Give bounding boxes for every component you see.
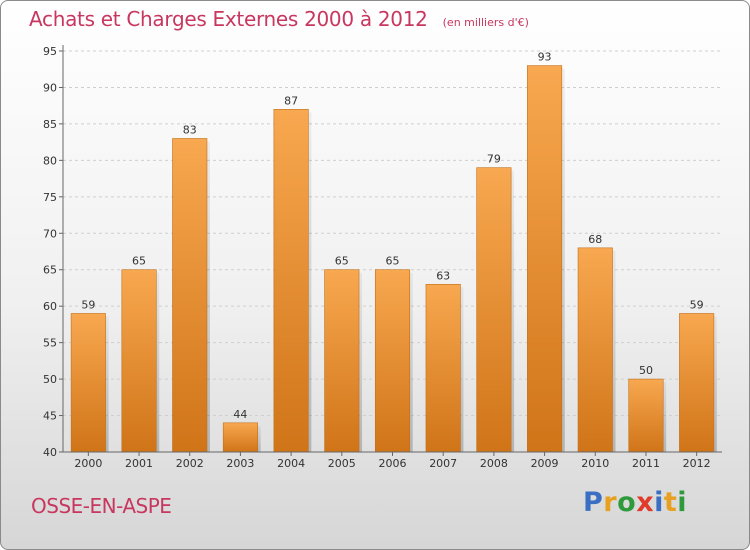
x-tick-label: 2002: [176, 457, 204, 470]
y-tick-label: 60: [43, 300, 57, 313]
x-tick-label: 2011: [632, 457, 660, 470]
x-tick-label: 2000: [74, 457, 102, 470]
brand-letter: P: [583, 487, 604, 518]
y-tick-label: 40: [43, 446, 57, 459]
title-row: Achats et Charges Externes 2000 à 2012 (…: [29, 7, 529, 31]
chart-title: Achats et Charges Externes 2000 à 2012: [29, 7, 428, 31]
bar-2009: [527, 65, 563, 453]
y-tick-label: 65: [43, 264, 57, 277]
x-tick-label: 2009: [531, 457, 559, 470]
brand-logo: Proxiti: [583, 487, 687, 518]
y-tick-label: 95: [43, 45, 57, 58]
commune-name: OSSE-EN-ASPE: [31, 494, 172, 518]
bar-value-label: 44: [233, 408, 247, 421]
bar-value-label: 59: [81, 298, 95, 311]
y-tick-label: 80: [43, 154, 57, 167]
bar-2003: [222, 422, 258, 453]
axis-layer: 40 45 50 55 60 65 70 75 80 85 90 95 2000 2001 2002 2003…: [43, 45, 722, 470]
bar-2011: [628, 378, 664, 453]
bar-value-label: 79: [487, 153, 501, 166]
bar-value-label: 65: [132, 255, 146, 268]
chart-subtitle: (en milliers d'€): [442, 16, 529, 29]
x-tick-label: 2003: [226, 457, 254, 470]
x-tick-label: 2005: [328, 457, 356, 470]
bar-value-label: 65: [335, 255, 349, 268]
x-tick-label: 2006: [379, 457, 407, 470]
brand-letter: i: [654, 487, 664, 518]
bar-2008: [476, 167, 512, 453]
bar-2006: [374, 269, 411, 453]
x-tick-label: 2010: [581, 457, 609, 470]
y-tick-label: 55: [43, 337, 57, 350]
bar-value-label: 50: [639, 364, 653, 377]
bar-layer: 59 65 83 44 87 65 65 63 79 93 68 50 59: [70, 51, 717, 453]
brand-letter: r: [603, 487, 618, 518]
x-tick-label: 2001: [125, 457, 153, 470]
bar-2001: [121, 269, 157, 453]
bar-value-label: 93: [538, 51, 552, 64]
bar-value-label: 83: [183, 123, 197, 136]
bar-2007: [425, 284, 461, 453]
bar-2005: [324, 269, 360, 453]
bar-value-label: 59: [690, 298, 704, 311]
x-tick-label: 2007: [429, 457, 457, 470]
bar-value-label: 68: [588, 233, 602, 246]
y-tick-label: 85: [43, 118, 57, 131]
x-tick-label: 2004: [277, 457, 305, 470]
y-tick-label: 50: [43, 373, 57, 386]
bar-2000: [70, 313, 106, 453]
y-tick-label: 45: [43, 410, 57, 423]
y-tick-label: 70: [43, 227, 57, 240]
brand-letter: i: [677, 487, 688, 518]
y-tick-label: 75: [43, 191, 57, 204]
bar-value-label: 63: [436, 269, 450, 282]
brand-letter: x: [636, 487, 655, 518]
x-tick-label: 2012: [683, 457, 711, 470]
x-tick-label: 2008: [480, 457, 508, 470]
bar-value-label: 87: [284, 94, 298, 107]
bar-2012: [679, 313, 715, 453]
bar-2004: [273, 109, 309, 453]
bar-2010: [577, 247, 613, 453]
brand-letter: t: [663, 487, 678, 518]
bar-value-label: 65: [386, 255, 400, 268]
bar-2002: [172, 138, 208, 453]
y-tick-label: 90: [43, 81, 57, 94]
brand-letter: o: [617, 487, 637, 518]
